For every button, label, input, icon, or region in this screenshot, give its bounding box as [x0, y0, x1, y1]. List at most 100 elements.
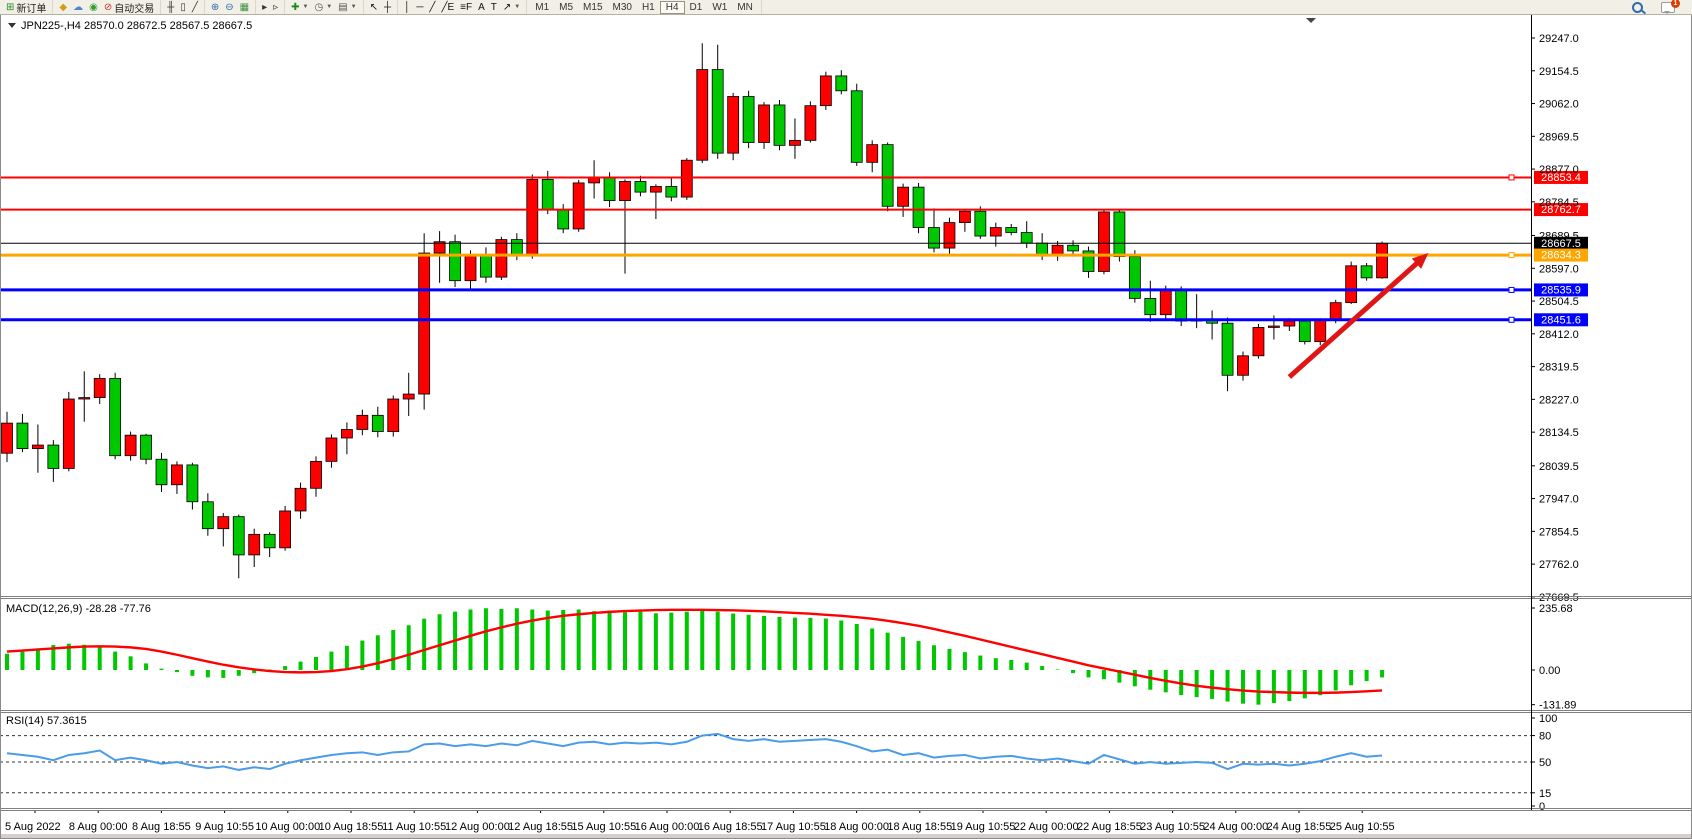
toolbar-group-4: ▸ ▹ [256, 0, 286, 14]
timeframe-m5-button[interactable]: M5 [559, 1, 574, 13]
time-tick-label: 12 Aug 00:00 [445, 821, 510, 833]
horizontal-line-button[interactable]: ─ [413, 1, 426, 14]
chevron-down-icon[interactable]: ▼ [302, 4, 309, 10]
zoom-in-button[interactable]: ⊕ [208, 1, 222, 14]
timeframe-m1-button[interactable]: M1 [535, 1, 550, 13]
price-badge [1534, 283, 1588, 297]
trend-arrow-head[interactable] [1411, 253, 1429, 269]
timeframe-mn-button[interactable]: MN [737, 1, 753, 13]
chevron-down-icon[interactable]: ▼ [514, 4, 521, 10]
hline-handle[interactable] [1508, 286, 1515, 293]
candle [449, 241, 461, 282]
candle [1345, 265, 1358, 304]
market-button[interactable]: ◆ [56, 1, 70, 14]
chart-line-icon: ╱ [191, 1, 198, 13]
macd-label: MACD(12,26,9) -28.28 -77.76 [6, 603, 151, 615]
cursor-button[interactable]: ↖ [367, 1, 381, 14]
candle [1, 422, 13, 454]
timeframe-h4-button[interactable]: H4 [659, 0, 685, 14]
candle [16, 422, 29, 450]
price-tick-label: 29247.0 [1539, 33, 1579, 45]
auto-scroll-button[interactable]: ▸ [259, 1, 270, 14]
price-tick-label: 29062.0 [1539, 99, 1579, 111]
candle [881, 144, 894, 207]
candle [279, 510, 292, 549]
chart-background [0, 14, 1692, 839]
chart-shift-marker[interactable] [1306, 18, 1316, 23]
candle [742, 96, 755, 143]
timeframe-h1-button[interactable]: H1 [641, 1, 655, 13]
timeframe-m30-button[interactable]: M30 [612, 1, 632, 13]
chart-shift-button[interactable]: ▹ [270, 1, 281, 14]
time-tick-label: 17 Aug 10:55 [761, 821, 826, 833]
timeframe-w1-button[interactable]: W1 [712, 1, 728, 13]
candle [171, 464, 183, 486]
candle [1252, 327, 1265, 357]
chart-candles-button[interactable]: ▯ [177, 1, 189, 14]
candle [62, 398, 75, 469]
chat-button[interactable]: 1 [1658, 0, 1680, 14]
hline-handle[interactable] [1508, 174, 1515, 181]
rsi-line [6, 732, 1383, 771]
hline-handle[interactable] [1508, 316, 1515, 323]
crosshair-button[interactable]: ┼ [381, 1, 394, 14]
candle [510, 239, 523, 257]
auto-scroll-icon: ▸ [262, 1, 268, 13]
chart-line-button[interactable]: ╱ [189, 1, 201, 14]
timeframe-d1-button[interactable]: D1 [689, 1, 703, 13]
autotrading-button[interactable]: ⊘ 自动交易 [101, 1, 157, 15]
new-order-button[interactable]: ⊞ 新订单 [3, 1, 49, 15]
periods-button[interactable]: ◷ ▼ [312, 1, 336, 14]
candle [1005, 227, 1018, 233]
trendline-button[interactable]: ╱ [426, 1, 438, 14]
price-badge-label: 28667.5 [1541, 238, 1581, 250]
candle [310, 460, 322, 489]
tile-windows-button[interactable]: ▦ [237, 1, 252, 14]
candle [1082, 250, 1095, 272]
vertical-line-button[interactable]: │ [401, 1, 413, 14]
text-button[interactable]: A [475, 1, 488, 14]
candle [1175, 288, 1188, 322]
candle [650, 186, 662, 193]
chevron-down-icon[interactable]: ▼ [326, 4, 333, 10]
tile-windows-icon: ▦ [239, 1, 250, 13]
signals-button[interactable]: ◉ [86, 1, 101, 14]
rsi-tick-label: 0 [1539, 801, 1545, 813]
candle [665, 186, 678, 198]
crosshair-icon: ┼ [383, 1, 392, 13]
community-icon: ☁ [73, 1, 84, 13]
time-tick-label: 24 Aug 00:00 [1203, 821, 1268, 833]
candle [680, 159, 693, 198]
chevron-down-icon[interactable]: ▼ [350, 4, 357, 10]
candle [866, 144, 879, 163]
chart-bars-button[interactable]: ╫ [164, 1, 177, 14]
equidistant-channel-button[interactable]: ╱E [438, 1, 457, 14]
toolbar: ⊞ 新订单 ◆ ☁ ◉ ⊘ 自动交易 ╫ ▯ ╱ ⊕ ⊖ ▦ ▸ ▹ ✚ ▼ ◷ ▼ ▤ ▼ ↖ ┼ │ ─ ╱ ╱E ≡F A T ↗ ▼ M… [0, 0, 1692, 15]
candle [974, 210, 987, 237]
fibonacci-button[interactable]: ≡F [457, 1, 475, 14]
candle [1051, 244, 1064, 255]
chart-collapse-icon[interactable] [8, 23, 16, 28]
community-button[interactable]: ☁ [70, 1, 86, 14]
time-tick-label: 24 Aug 18:55 [1267, 821, 1332, 833]
text-label-button[interactable]: T [488, 1, 500, 14]
toolbar-group-6: ↖ ┼ [364, 0, 399, 14]
search-button[interactable] [1629, 1, 1646, 14]
toolbar-group-0: ⊞ 新订单 [0, 0, 54, 15]
price-tick-label: 29154.5 [1539, 66, 1579, 78]
trend-arrow[interactable] [1287, 259, 1422, 379]
autotrading-label: 自动交易 [114, 3, 155, 15]
bottom-strip [1, 834, 1691, 839]
hline-handle[interactable] [1508, 252, 1515, 259]
candle [619, 181, 631, 202]
arrows-tool-button[interactable]: ↗ ▼ [500, 1, 523, 14]
macd-tick-label: 235.68 [1539, 603, 1573, 615]
timeframe-m15-button[interactable]: M15 [583, 1, 603, 13]
zoom-out-button[interactable]: ⊖ [222, 1, 236, 14]
indicators-button[interactable]: ✚ ▼ [288, 1, 311, 14]
candle [340, 429, 353, 439]
templates-button[interactable]: ▤ ▼ [335, 1, 359, 14]
rsi-tick-label: 15 [1539, 788, 1551, 800]
price-tick-label: 28969.5 [1539, 131, 1579, 143]
